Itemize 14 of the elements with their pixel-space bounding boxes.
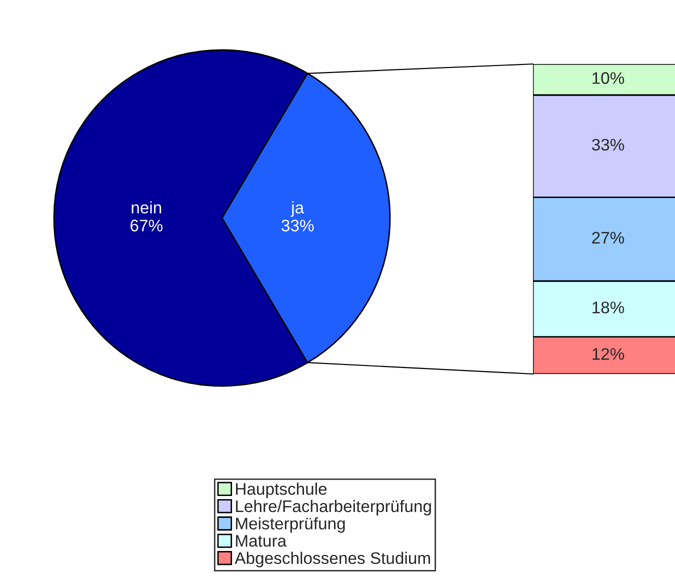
data-label: 27% <box>592 232 624 244</box>
data-label: 33% <box>592 138 624 151</box>
slice-label: ja <box>290 201 304 217</box>
data-label: 33% <box>282 220 314 232</box>
legend-label: Hauptschule <box>236 482 327 498</box>
data-label: 18% <box>592 302 624 314</box>
legend-label: Matura <box>236 535 287 547</box>
data-label: 10% <box>592 72 624 84</box>
legend-label: Lehre/Facharbeiterprüfung <box>236 500 431 516</box>
data-label: 12% <box>592 348 624 360</box>
legend-label: Meisterprüfung <box>236 517 345 533</box>
data-label: 67% <box>130 220 162 232</box>
slice-label: nein <box>132 201 162 214</box>
legend-label: Abgeschlossenes Studium <box>234 552 430 568</box>
